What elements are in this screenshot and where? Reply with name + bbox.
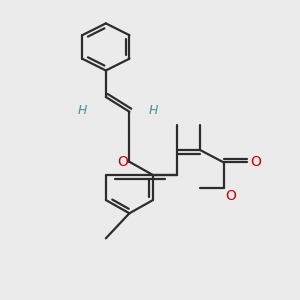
Text: O: O: [117, 155, 128, 169]
Text: O: O: [225, 189, 236, 203]
Text: H: H: [148, 104, 158, 117]
Text: H: H: [78, 104, 87, 117]
Text: O: O: [250, 155, 261, 170]
